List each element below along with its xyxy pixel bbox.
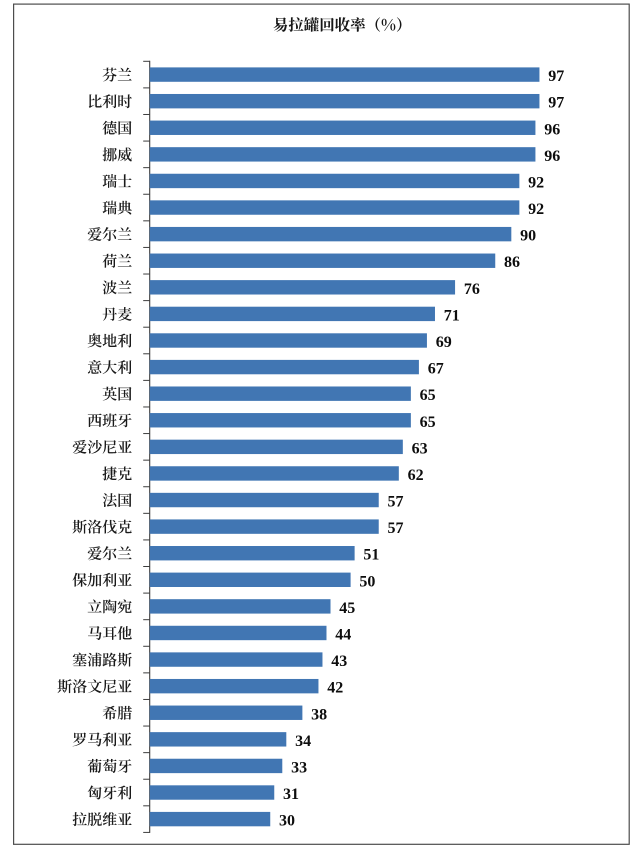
svg-text:45: 45	[339, 600, 355, 617]
svg-text:30: 30	[279, 813, 295, 830]
svg-text:65: 65	[420, 387, 436, 404]
svg-text:51: 51	[363, 547, 379, 564]
svg-text:42: 42	[327, 680, 343, 697]
svg-text:67: 67	[428, 361, 444, 378]
svg-text:96: 96	[544, 121, 560, 138]
svg-text:38: 38	[311, 706, 327, 723]
svg-text:63: 63	[412, 440, 428, 457]
svg-text:50: 50	[359, 573, 375, 590]
svg-text:92: 92	[528, 174, 544, 191]
svg-text:31: 31	[283, 786, 299, 803]
svg-text:33: 33	[291, 759, 307, 776]
svg-text:62: 62	[408, 467, 424, 484]
svg-text:43: 43	[331, 653, 347, 670]
svg-text:96: 96	[544, 148, 560, 165]
svg-text:97: 97	[548, 95, 564, 112]
svg-text:57: 57	[388, 520, 404, 537]
svg-text:57: 57	[388, 494, 404, 511]
svg-text:65: 65	[420, 414, 436, 431]
svg-text:71: 71	[444, 307, 460, 324]
svg-text:76: 76	[464, 281, 480, 298]
svg-text:86: 86	[504, 254, 520, 271]
svg-text:90: 90	[520, 228, 536, 245]
svg-text:97: 97	[548, 68, 564, 85]
svg-text:92: 92	[528, 201, 544, 218]
svg-text:69: 69	[436, 334, 452, 351]
svg-text:34: 34	[295, 733, 311, 750]
svg-text:44: 44	[335, 626, 351, 643]
